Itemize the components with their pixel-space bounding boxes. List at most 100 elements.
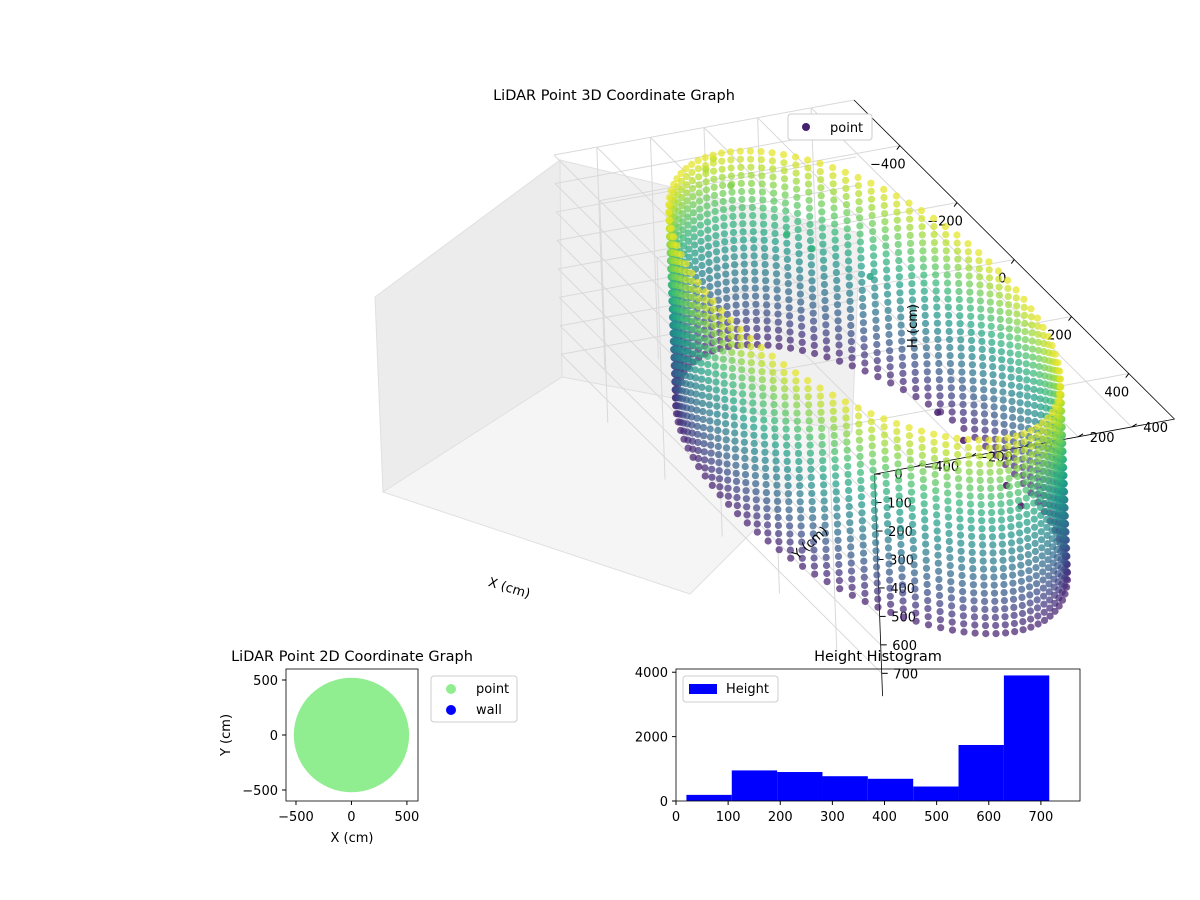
chart-3d-legend: point — [787, 113, 873, 141]
lidar-point — [773, 481, 781, 489]
lidar-point — [847, 338, 856, 346]
lidar-point — [695, 463, 703, 471]
lidar-point — [772, 262, 780, 270]
lidar-point — [705, 258, 713, 266]
lidar-point — [818, 449, 827, 457]
lidar-point — [1014, 497, 1023, 505]
lidar-point — [761, 252, 769, 261]
lidar-point — [918, 215, 926, 223]
lidar-point — [921, 295, 929, 303]
lidar-point — [987, 306, 995, 314]
lidar-point — [893, 200, 901, 208]
lidar-point — [976, 484, 985, 493]
lidar-point — [923, 360, 931, 368]
lidar-point — [738, 382, 746, 390]
lidar-point — [860, 327, 868, 335]
histogram-bar — [958, 744, 1004, 801]
lidar-point — [855, 420, 863, 428]
lidar-point — [1036, 503, 1044, 512]
lidar-point — [752, 300, 760, 308]
lidar-point — [832, 488, 840, 496]
lidar-point — [823, 353, 831, 361]
lidar-point — [975, 452, 984, 460]
lidar-point — [848, 591, 857, 599]
lidar-point — [846, 297, 854, 305]
lidar-point — [842, 422, 850, 430]
lidar-point — [761, 260, 769, 269]
lidar-point — [816, 392, 825, 400]
lidar-point — [858, 278, 866, 286]
lidar-point — [1028, 443, 1036, 451]
lidar-point — [1047, 510, 1056, 519]
lidar-point — [1017, 415, 1025, 423]
lidar-point — [1056, 367, 1064, 375]
lidar-point — [1024, 416, 1032, 424]
lidar-point — [822, 313, 830, 321]
lidar-point — [805, 409, 813, 417]
lidar-point — [1009, 579, 1017, 587]
lidar-point — [969, 565, 977, 573]
lidar-point — [821, 529, 830, 537]
lidar-point — [874, 603, 882, 611]
lidar-point — [886, 592, 894, 600]
chart-histogram: Height Histogram 0 100 200 300 400 500 600 7000… — [635, 649, 1081, 825]
lidar-point — [872, 316, 880, 324]
lidar-point — [856, 452, 864, 460]
lidar-point — [981, 597, 989, 606]
lidar-point — [1005, 474, 1013, 482]
lidar-point — [841, 398, 850, 406]
lidar-point — [1037, 528, 1045, 536]
lidar-point — [1020, 311, 1028, 319]
lidar-point — [968, 345, 976, 353]
lidar-point — [867, 187, 875, 195]
lidar-point — [978, 345, 986, 353]
lidar-point — [808, 506, 817, 514]
y-tick-label: 200 — [1090, 431, 1115, 446]
lidar-point — [698, 253, 706, 261]
lidar-point — [992, 630, 1000, 638]
lidar-point — [738, 212, 747, 220]
lidar-point — [718, 165, 726, 173]
lidar-point — [1017, 577, 1025, 585]
lidar-point — [798, 538, 806, 546]
lidar-point — [1050, 583, 1058, 591]
lidar-point — [796, 290, 805, 298]
lidar-point — [730, 413, 738, 421]
lidar-point — [899, 589, 907, 597]
lidar-point — [910, 344, 918, 352]
chart-2d-title: LiDAR Point 2D Coordinate Graph — [231, 649, 473, 665]
lidar-point — [908, 296, 917, 304]
lidar-point — [957, 547, 965, 555]
lidar-point — [689, 201, 697, 209]
lidar-point — [747, 163, 755, 171]
lidar-point — [727, 316, 735, 324]
lidar-point — [999, 548, 1007, 556]
lidar-point — [1007, 523, 1015, 531]
y-tick-label: 2000 — [635, 731, 668, 746]
lidar-point — [682, 260, 690, 268]
lidar-point — [696, 335, 704, 343]
lidar-point — [907, 264, 916, 272]
lidar-point — [832, 496, 841, 504]
lidar-point — [898, 565, 906, 573]
lidar-point — [769, 384, 778, 392]
lidar-point — [786, 336, 794, 344]
lidar-point — [985, 444, 993, 452]
lidar-point — [683, 181, 691, 189]
lidar-point — [821, 305, 829, 313]
lidar-point — [758, 164, 766, 172]
lidar-point — [780, 175, 789, 183]
lidar-point — [861, 367, 869, 375]
lidar-point — [954, 467, 962, 475]
lidar-point — [869, 458, 877, 466]
lidar-point — [1044, 556, 1052, 564]
lidar-point — [999, 564, 1007, 573]
lidar-point — [807, 457, 815, 465]
lidar-point — [922, 344, 931, 352]
lidar-point — [773, 489, 781, 497]
lidar-point — [797, 306, 805, 314]
lidar-point — [956, 507, 964, 515]
lidar-point — [860, 573, 868, 581]
lidar-point — [830, 415, 838, 423]
lidar-point — [1029, 361, 1037, 369]
